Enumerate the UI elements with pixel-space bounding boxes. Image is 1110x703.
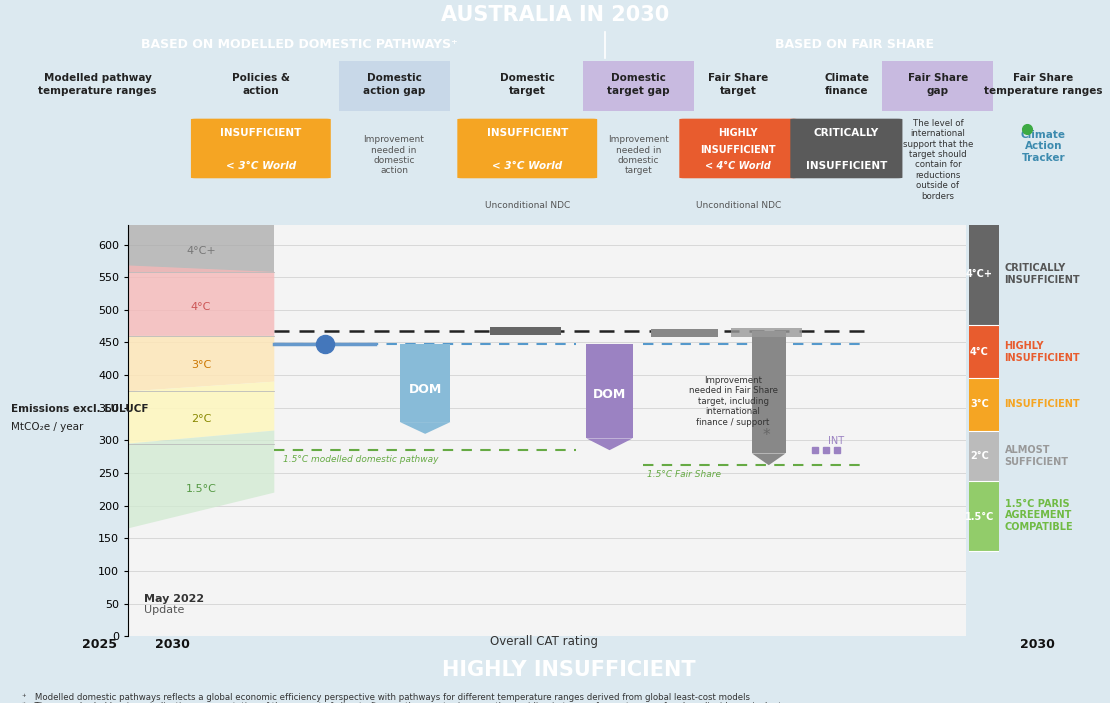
- Text: Fair Share
temperature ranges: Fair Share temperature ranges: [985, 74, 1102, 96]
- Text: 4°C: 4°C: [191, 302, 211, 311]
- Text: Domestic
target gap: Domestic target gap: [607, 74, 669, 96]
- FancyBboxPatch shape: [457, 119, 597, 179]
- Bar: [969, 325, 999, 378]
- Text: DOM: DOM: [593, 388, 626, 401]
- Text: 2°C: 2°C: [970, 451, 989, 461]
- Text: 1.5°C: 1.5°C: [965, 512, 995, 522]
- Text: INSUFFICIENT: INSUFFICIENT: [700, 145, 776, 155]
- FancyBboxPatch shape: [790, 119, 902, 179]
- Bar: [882, 60, 993, 111]
- Text: HIGHLY: HIGHLY: [718, 128, 758, 138]
- Bar: [400, 344, 451, 422]
- Text: CRITICALLY
INSUFFICIENT: CRITICALLY INSUFFICIENT: [1005, 263, 1080, 285]
- Text: < 4°C World: < 4°C World: [705, 162, 771, 172]
- Text: 2030: 2030: [1020, 638, 1056, 651]
- Polygon shape: [128, 336, 274, 392]
- Text: The level of
international
support that the
target should
contain for
reductions: The level of international support that …: [902, 119, 973, 200]
- Text: HIGHLY
INSUFFICIENT: HIGHLY INSUFFICIENT: [1005, 342, 1080, 363]
- Polygon shape: [586, 439, 633, 450]
- Text: Unconditional NDC: Unconditional NDC: [485, 201, 569, 210]
- Text: INT: INT: [828, 436, 844, 446]
- Bar: [969, 430, 999, 481]
- Text: Improvement
needed in Fair Share
target, including
international
finance / suppo: Improvement needed in Fair Share target,…: [688, 376, 778, 427]
- Text: Domestic
target: Domestic target: [500, 74, 555, 96]
- FancyBboxPatch shape: [679, 119, 797, 179]
- Text: ⁺   Modelled domestic pathways reflects a global economic efficiency perspective: ⁺ Modelled domestic pathways reflects a …: [22, 693, 750, 702]
- Polygon shape: [128, 430, 274, 529]
- Bar: [491, 327, 562, 335]
- Bar: [969, 481, 999, 551]
- Text: Domestic
action gap: Domestic action gap: [363, 74, 425, 96]
- Text: INSUFFICIENT: INSUFFICIENT: [1005, 399, 1080, 409]
- Bar: [731, 328, 803, 337]
- Text: 2030: 2030: [154, 638, 190, 651]
- Text: 4°C+: 4°C+: [966, 269, 993, 279]
- Text: Unconditional NDC: Unconditional NDC: [696, 201, 780, 210]
- Text: BASED ON FAIR SHARE: BASED ON FAIR SHARE: [775, 38, 935, 51]
- Text: 3°C: 3°C: [191, 361, 211, 370]
- Text: INSUFFICIENT: INSUFFICIENT: [220, 128, 302, 138]
- Polygon shape: [128, 266, 274, 336]
- Text: Update: Update: [144, 605, 184, 615]
- Text: MtCO₂e / year: MtCO₂e / year: [11, 422, 83, 432]
- Text: 2025: 2025: [82, 638, 118, 651]
- Text: HIGHLY INSUFFICIENT: HIGHLY INSUFFICIENT: [442, 660, 696, 680]
- Text: Overall CAT rating: Overall CAT rating: [490, 635, 598, 647]
- Bar: [339, 60, 450, 111]
- Text: < 3°C World: < 3°C World: [225, 162, 296, 172]
- Polygon shape: [751, 453, 786, 465]
- Polygon shape: [128, 225, 274, 272]
- Polygon shape: [128, 382, 274, 444]
- Text: 3°C: 3°C: [970, 399, 989, 409]
- Text: 4°C+: 4°C+: [186, 246, 215, 256]
- Text: Climate
Action
Tracker: Climate Action Tracker: [1021, 129, 1066, 163]
- Polygon shape: [400, 422, 451, 434]
- Text: *: *: [763, 428, 770, 444]
- Text: 1.5°C modelled domestic pathway: 1.5°C modelled domestic pathway: [283, 455, 438, 464]
- Bar: [969, 225, 999, 325]
- Bar: [586, 344, 633, 439]
- Text: < 3°C World: < 3°C World: [492, 162, 563, 172]
- Text: Policies &
action: Policies & action: [232, 74, 290, 96]
- Text: DOM: DOM: [408, 383, 442, 396]
- Bar: [751, 330, 786, 453]
- Text: AUSTRALIA IN 2030: AUSTRALIA IN 2030: [441, 6, 669, 25]
- Text: Fair Share
target: Fair Share target: [708, 74, 768, 96]
- Text: Improvement
needed in
domestic
action: Improvement needed in domestic action: [364, 135, 424, 175]
- Text: CRITICALLY: CRITICALLY: [814, 128, 879, 138]
- Text: *   The grey shaded bar is an indicative representation of the amount of climate: * The grey shaded bar is an indicative r…: [22, 702, 781, 703]
- Text: May 2022: May 2022: [144, 594, 204, 605]
- Text: 4°C: 4°C: [970, 347, 989, 357]
- Text: 2°C: 2°C: [191, 415, 211, 425]
- Text: INSUFFICIENT: INSUFFICIENT: [486, 128, 568, 138]
- Bar: [583, 60, 694, 111]
- Text: INSUFFICIENT: INSUFFICIENT: [806, 162, 887, 172]
- Text: 1.5°C Fair Share: 1.5°C Fair Share: [647, 470, 722, 479]
- Text: Modelled pathway
temperature ranges: Modelled pathway temperature ranges: [39, 74, 157, 96]
- Text: 1.5°C PARIS
AGREEMENT
COMPATIBLE: 1.5°C PARIS AGREEMENT COMPATIBLE: [1005, 499, 1073, 532]
- Text: Climate
finance: Climate finance: [825, 74, 869, 96]
- Text: Improvement
needed in
domestic
target: Improvement needed in domestic target: [608, 135, 668, 175]
- Text: ALMOST
SUFFICIENT: ALMOST SUFFICIENT: [1005, 445, 1069, 467]
- Bar: [969, 378, 999, 430]
- Text: 1.5°C: 1.5°C: [185, 484, 216, 494]
- FancyBboxPatch shape: [191, 119, 331, 179]
- Bar: [652, 330, 718, 337]
- Text: BASED ON MODELLED DOMESTIC PATHWAYS⁺: BASED ON MODELLED DOMESTIC PATHWAYS⁺: [141, 38, 458, 51]
- Text: Fair Share
gap: Fair Share gap: [908, 74, 968, 96]
- Text: Emissions excl. LULUCF: Emissions excl. LULUCF: [11, 404, 149, 415]
